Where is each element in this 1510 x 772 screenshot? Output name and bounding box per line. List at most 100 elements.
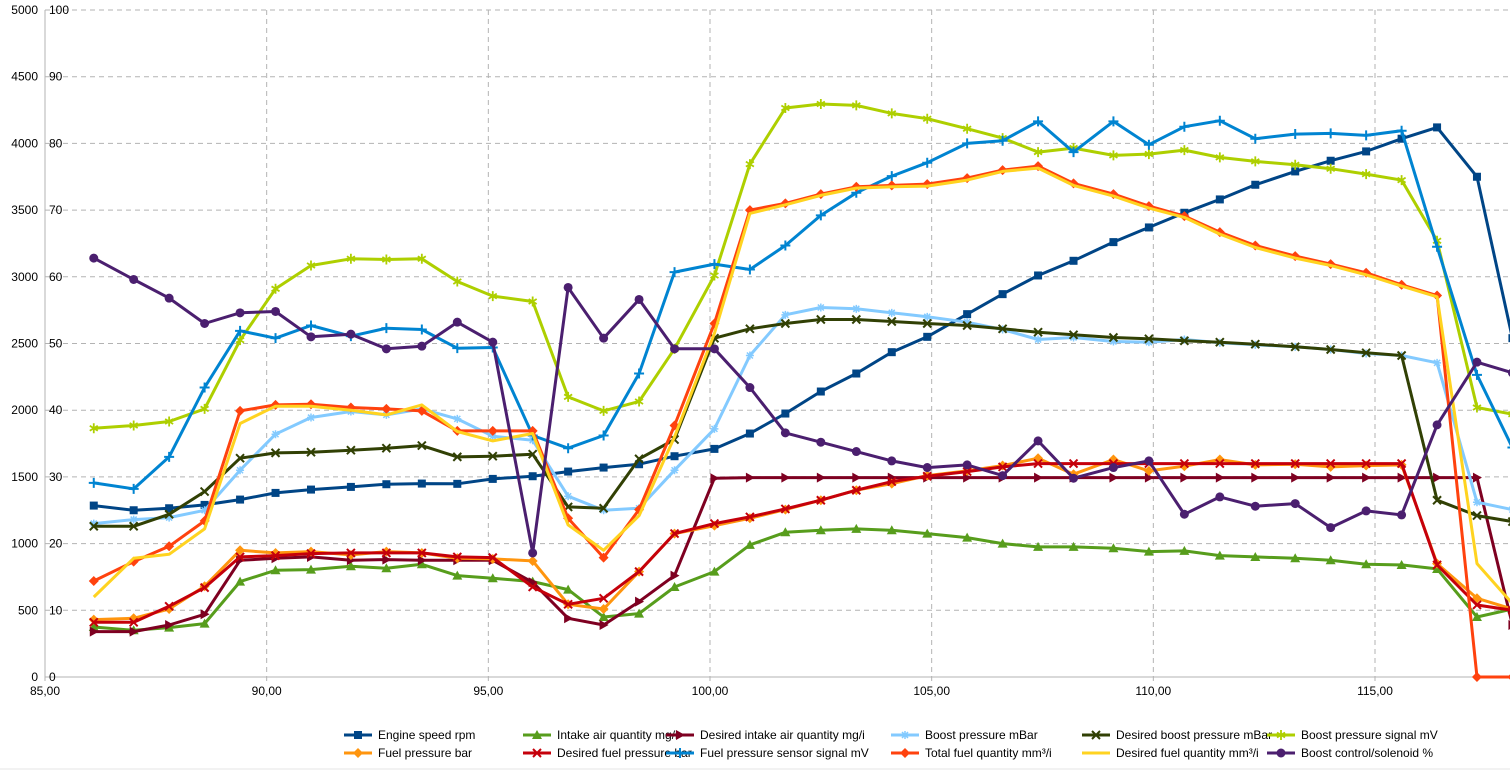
data-point (1034, 271, 1043, 280)
x-tick-label: 85,00 (30, 684, 60, 698)
legend-item: Intake air quantity mg/i (523, 728, 678, 742)
data-point (1396, 559, 1407, 569)
data-point (1396, 350, 1407, 361)
data-point (1069, 333, 1078, 342)
data-point (815, 210, 826, 221)
data-point (710, 444, 719, 453)
data-point (745, 159, 755, 170)
y-right-tick-label: 90 (49, 70, 63, 84)
series-line (93, 462, 1510, 624)
data-point (997, 324, 1008, 334)
x-axis-ticks: 85,00 90,00 95,00 100,00 105,00 110,00 115,00 (30, 684, 1393, 698)
data-point (1396, 458, 1407, 469)
data-point (89, 423, 99, 434)
data-point (923, 332, 932, 341)
legend-item: Boost pressure mBar (891, 728, 1038, 742)
data-point (89, 617, 99, 628)
y-left-tick-label: 5000 (11, 3, 38, 17)
legend-label: Engine speed rpm (378, 728, 475, 742)
data-point (346, 445, 356, 455)
data-point (1069, 256, 1078, 265)
legend-marker (900, 748, 910, 758)
data-point (816, 387, 825, 396)
data-point (1214, 115, 1225, 126)
legend-label: Desired fuel quantity mm³/i (1116, 746, 1259, 760)
data-point (346, 548, 356, 558)
legend-item: Desired boost pressure mBar (1082, 728, 1272, 742)
data-point (1069, 473, 1079, 483)
data-point (886, 525, 897, 535)
data-point (670, 466, 679, 475)
data-point (887, 308, 896, 317)
data-point (599, 506, 608, 515)
data-point (306, 548, 316, 559)
data-point (1215, 458, 1225, 469)
data-point (563, 584, 574, 594)
legend-item: Fuel pressure bar (344, 746, 472, 760)
data-point (381, 254, 391, 265)
data-point (851, 314, 862, 325)
data-point (997, 538, 1008, 548)
data-point (381, 563, 392, 573)
data-point (1361, 559, 1372, 569)
data-point (634, 608, 645, 618)
data-point (1361, 348, 1371, 358)
data-point (417, 548, 427, 558)
data-point (200, 403, 210, 414)
data-point (963, 318, 972, 327)
data-point (306, 332, 316, 342)
data-point (1143, 139, 1154, 150)
series-8 (88, 115, 1510, 494)
data-point (1361, 460, 1372, 471)
data-point (1108, 463, 1118, 473)
data-point (1508, 334, 1510, 343)
data-point (1215, 195, 1224, 204)
series-4 (89, 314, 1510, 531)
data-point (564, 492, 573, 501)
data-point (852, 304, 861, 313)
data-point (1472, 357, 1482, 367)
data-point (962, 466, 972, 477)
data-point (1325, 458, 1336, 469)
data-point (1108, 150, 1118, 161)
data-point (235, 576, 246, 586)
data-point (271, 430, 280, 439)
legend-marker (532, 730, 542, 739)
data-point (271, 283, 281, 294)
data-point (851, 447, 861, 457)
data-point (417, 341, 427, 351)
data-point (1068, 147, 1079, 158)
data-point (669, 528, 680, 539)
data-point (527, 449, 538, 459)
series-group (88, 99, 1510, 682)
data-point (89, 626, 99, 637)
data-point (200, 318, 210, 328)
data-point (235, 325, 246, 336)
data-point (417, 253, 427, 264)
data-point (1290, 159, 1300, 170)
data-point (923, 312, 932, 321)
data-point (780, 103, 790, 114)
legend-marker (354, 731, 362, 739)
data-point (1215, 472, 1225, 483)
data-point (1215, 492, 1225, 502)
data-point (199, 486, 210, 497)
data-point (307, 485, 315, 494)
data-point (1325, 555, 1336, 565)
data-point (1361, 458, 1371, 469)
y-right-tick-label: 20 (49, 537, 63, 551)
data-point (164, 601, 174, 612)
data-point (270, 448, 281, 458)
data-point (634, 566, 644, 577)
data-point (780, 240, 791, 251)
data-point (887, 348, 896, 357)
data-point (199, 618, 210, 628)
data-point (235, 453, 245, 463)
data-point (200, 506, 209, 515)
data-point (129, 274, 139, 284)
data-point (1432, 241, 1443, 252)
data-point (164, 541, 175, 552)
data-point (670, 344, 680, 354)
data-point (488, 451, 498, 461)
data-point (346, 253, 356, 264)
